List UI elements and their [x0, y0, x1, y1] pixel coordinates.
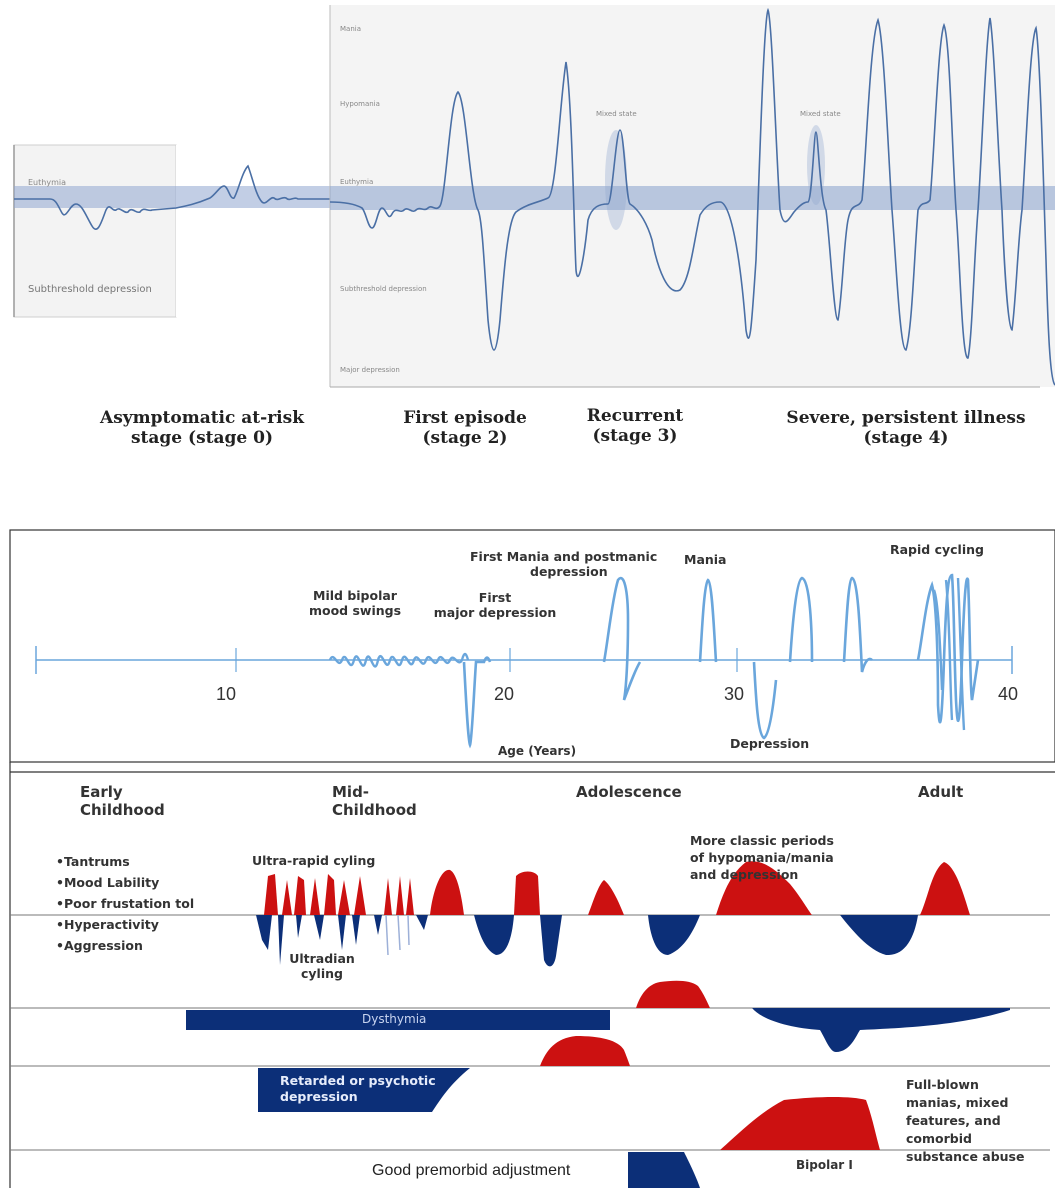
rapid-cycling-label: Rapid cycling	[890, 542, 984, 557]
subthreshold-label-right: Subthreshold depression	[340, 285, 427, 293]
good-adjustment-depression	[628, 1152, 700, 1188]
row1-depression	[256, 915, 918, 967]
development-panel	[9, 762, 1055, 1188]
mixed-state-label-1: Mixed state	[596, 110, 637, 118]
header-adolescence: Adolescence	[576, 783, 682, 801]
tick-10: 10	[216, 684, 237, 704]
major-depression-label: Major depression	[340, 366, 400, 374]
adolescence-mania-row3	[540, 1036, 630, 1066]
header-mid-childhood: Mid- Childhood	[332, 783, 417, 819]
mania-peak	[698, 578, 718, 663]
mild-swings-label: Mild bipolar mood swings	[308, 588, 402, 618]
retarded-depression-label: Retarded or psychotic depression	[280, 1073, 436, 1104]
mixed-state-oval-1	[605, 130, 627, 230]
symptom-item: •Aggression	[56, 938, 143, 953]
first-mania-peak	[602, 576, 642, 701]
header-early-childhood: Early Childhood	[80, 783, 165, 819]
stage0-label: Asymptomatic at-risk stage (stage 0)	[100, 408, 304, 448]
top-left-panel	[13, 144, 330, 318]
symptom-item: •Tantrums	[56, 854, 130, 869]
depression-dip	[752, 661, 778, 740]
row1-light-spikes	[385, 914, 410, 956]
top-right-panel	[329, 5, 1055, 388]
ultradian-label: Ultradian cyling	[289, 951, 355, 981]
euthymia-band-left	[14, 186, 330, 208]
rapid-cycling-wave	[916, 573, 980, 724]
euthymia-label-left: Euthymia	[28, 178, 66, 187]
stage2-label: First episode (stage 2)	[403, 408, 527, 448]
stage0-curve	[14, 164, 330, 230]
first-major-label: First major depression	[433, 590, 557, 620]
adult-depression-row2	[752, 1008, 1010, 1052]
first-major-depression-dip	[462, 656, 492, 749]
bipolar-i-mania	[720, 1097, 880, 1150]
bipolar-i-label: Bipolar I	[796, 1158, 853, 1172]
tick-20: 20	[494, 684, 515, 704]
tick-30: 30	[724, 684, 745, 704]
ultra-rapid-label: Ultra-rapid cyling	[252, 853, 376, 868]
mixed-state-label-2: Mixed state	[800, 110, 841, 118]
mild-swings-wave	[328, 652, 470, 668]
subthreshold-label-left: Subthreshold depression	[28, 284, 152, 295]
full-blown-label: Full-blown manias, mixed features, and c…	[906, 1077, 1025, 1164]
mania-peak-2	[788, 576, 814, 663]
adolescence-mania-row2	[636, 980, 710, 1008]
symptom-item: •Hyperactivity	[56, 917, 159, 932]
timeline-panel	[9, 529, 1055, 763]
depression-label-timeline: Depression	[730, 736, 810, 751]
symptom-item: •Mood Lability	[56, 875, 160, 890]
age-axis-label: Age (Years)	[498, 744, 577, 758]
tick-40: 40	[998, 684, 1019, 704]
retarded-depression-bar	[258, 1068, 470, 1112]
header-adult: Adult	[918, 783, 964, 801]
stage3-label: Recurrent (stage 3)	[586, 406, 684, 446]
mania-peak-3	[842, 576, 873, 673]
good-premorbid-label: Good premorbid adjustment	[372, 1162, 571, 1179]
mania-label-timeline: Mania	[684, 552, 727, 567]
row1-mania	[264, 861, 970, 915]
symptom-list: •Tantrums •Mood Lability •Poor frustatio…	[56, 851, 194, 956]
symptom-item: •Poor frustation tol	[56, 896, 195, 911]
stage4-label: Severe, persistent illness (stage 4)	[786, 408, 1026, 448]
dysthymia-bar	[186, 1010, 610, 1030]
hypomania-label: Hypomania	[340, 100, 380, 108]
dysthymia-label: Dysthymia	[362, 1012, 427, 1026]
euthymia-label-right: Euthymia	[340, 178, 374, 186]
first-mania-label: First Mania and postmanic depression	[470, 549, 658, 579]
euthymia-band-right	[330, 186, 1055, 210]
mania-label: Mania	[340, 25, 361, 33]
stage2-4-curve	[329, 7, 1055, 386]
classic-periods-label: More classic periods of hypomania/mania …	[690, 833, 834, 882]
